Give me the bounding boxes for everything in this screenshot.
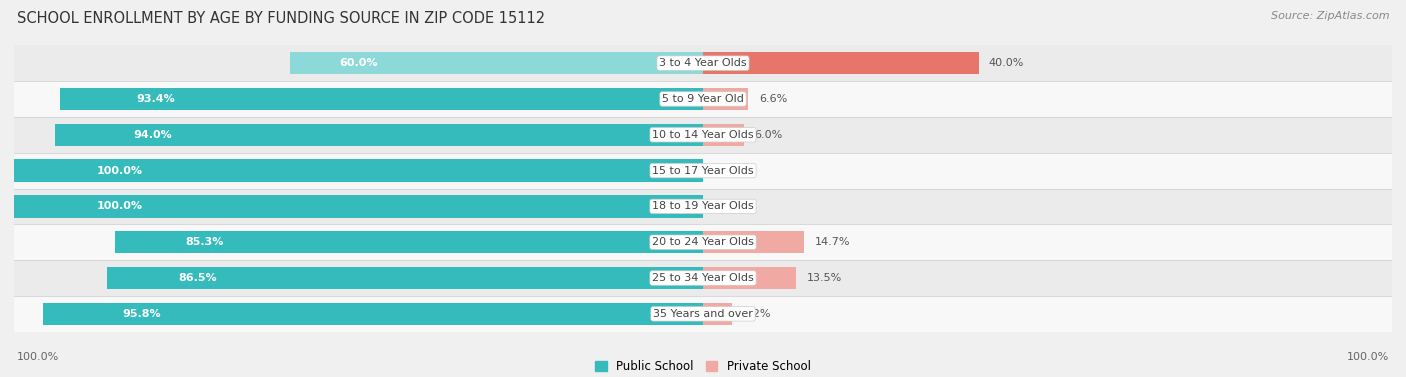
Text: 93.4%: 93.4% xyxy=(136,94,176,104)
Text: 18 to 19 Year Olds: 18 to 19 Year Olds xyxy=(652,201,754,211)
Bar xyxy=(703,88,748,110)
Text: 10 to 14 Year Olds: 10 to 14 Year Olds xyxy=(652,130,754,140)
Text: 6.0%: 6.0% xyxy=(755,130,783,140)
Text: SCHOOL ENROLLMENT BY AGE BY FUNDING SOURCE IN ZIP CODE 15112: SCHOOL ENROLLMENT BY AGE BY FUNDING SOUR… xyxy=(17,11,546,26)
Bar xyxy=(14,296,1392,332)
Bar xyxy=(14,153,1392,188)
Legend: Public School, Private School: Public School, Private School xyxy=(591,355,815,377)
Text: 35 Years and over: 35 Years and over xyxy=(652,309,754,319)
Bar xyxy=(14,195,703,218)
Bar xyxy=(14,45,1392,81)
Text: 0.0%: 0.0% xyxy=(727,166,755,176)
Text: Source: ZipAtlas.com: Source: ZipAtlas.com xyxy=(1271,11,1389,21)
Bar xyxy=(59,88,703,110)
Text: 100.0%: 100.0% xyxy=(1347,352,1389,362)
Text: 15 to 17 Year Olds: 15 to 17 Year Olds xyxy=(652,166,754,176)
Text: 14.7%: 14.7% xyxy=(814,237,851,247)
Text: 86.5%: 86.5% xyxy=(179,273,217,283)
Text: 0.0%: 0.0% xyxy=(727,201,755,211)
Bar xyxy=(14,188,1392,224)
Text: 85.3%: 85.3% xyxy=(186,237,224,247)
Bar xyxy=(14,159,703,182)
Text: 60.0%: 60.0% xyxy=(339,58,378,68)
Bar xyxy=(703,124,744,146)
Bar xyxy=(14,260,1392,296)
Bar xyxy=(14,81,1392,117)
Bar xyxy=(703,303,733,325)
Text: 100.0%: 100.0% xyxy=(97,201,143,211)
Text: 4.2%: 4.2% xyxy=(742,309,770,319)
Bar xyxy=(44,303,703,325)
Text: 3 to 4 Year Olds: 3 to 4 Year Olds xyxy=(659,58,747,68)
Text: 13.5%: 13.5% xyxy=(807,273,842,283)
Bar xyxy=(14,117,1392,153)
Text: 100.0%: 100.0% xyxy=(97,166,143,176)
Text: 25 to 34 Year Olds: 25 to 34 Year Olds xyxy=(652,273,754,283)
Bar xyxy=(107,267,703,289)
Text: 5 to 9 Year Old: 5 to 9 Year Old xyxy=(662,94,744,104)
Bar xyxy=(14,224,1392,260)
Text: 95.8%: 95.8% xyxy=(122,309,160,319)
Bar xyxy=(703,231,804,253)
Bar xyxy=(290,52,703,74)
Text: 6.6%: 6.6% xyxy=(759,94,787,104)
Bar xyxy=(115,231,703,253)
Text: 94.0%: 94.0% xyxy=(134,130,172,140)
Bar xyxy=(703,267,796,289)
Bar xyxy=(703,52,979,74)
Text: 20 to 24 Year Olds: 20 to 24 Year Olds xyxy=(652,237,754,247)
Bar xyxy=(55,124,703,146)
Text: 40.0%: 40.0% xyxy=(988,58,1025,68)
Text: 100.0%: 100.0% xyxy=(17,352,59,362)
